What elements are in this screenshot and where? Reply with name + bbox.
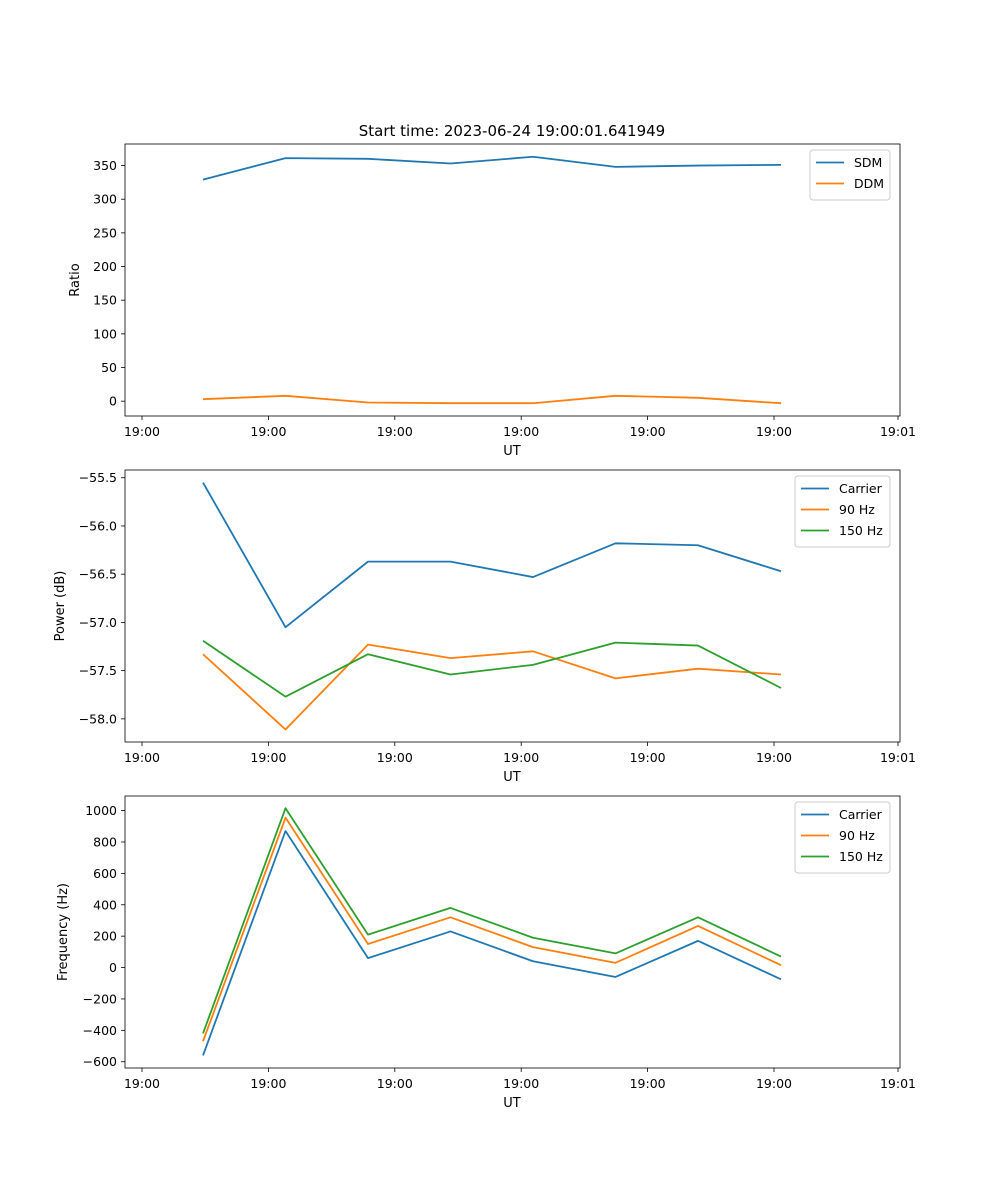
- series-line-carrier: [202, 482, 782, 629]
- y-tick-label: 300: [93, 192, 117, 207]
- y-tick-label: −57.5: [79, 663, 117, 678]
- x-tick-label: 19:00: [250, 424, 286, 439]
- y-tick-label: 0: [109, 960, 117, 975]
- x-tick-label: 19:00: [124, 1076, 160, 1091]
- figure-title: Start time: 2023-06-24 19:00:01.641949: [359, 122, 665, 140]
- y-axis-label: Power (dB): [53, 571, 68, 642]
- y-tick-label: 600: [93, 866, 117, 881]
- x-tick-label: 19:00: [503, 750, 539, 765]
- y-tick-label: −57.0: [79, 615, 117, 630]
- series-line-carrier: [202, 830, 782, 1056]
- x-tick-label: 19:00: [377, 424, 413, 439]
- x-tick-label: 19:00: [630, 1076, 666, 1091]
- legend-box: [794, 801, 891, 874]
- y-tick-label: −55.5: [79, 470, 117, 485]
- series-line-sdm: [202, 155, 782, 181]
- x-tick-label: 19:00: [756, 424, 792, 439]
- x-tick-label: 19:00: [503, 1076, 539, 1091]
- x-axis-label: UT: [503, 1096, 521, 1111]
- y-tick-label: −56.0: [79, 518, 117, 533]
- axes-frame: [124, 795, 901, 1069]
- y-tick-label: 150: [93, 293, 117, 308]
- chart-power: 19:00 19:00 19:00 19:00 19:00 19:00 19:01 −58.0…: [53, 469, 916, 785]
- legend: Carrier 90 Hz 150 Hz: [794, 475, 891, 548]
- axes-frame: [124, 143, 901, 417]
- x-tick-label: 19:01: [880, 424, 916, 439]
- legend-label: DDM: [854, 176, 884, 191]
- axes-frame: [124, 469, 901, 743]
- y-tick-label: 50: [101, 360, 117, 375]
- x-axis-label: UT: [503, 770, 521, 785]
- y-tick-label: 250: [93, 225, 117, 240]
- series-line-ddm: [202, 394, 782, 405]
- y-tick-label: 400: [93, 897, 117, 912]
- y-tick-label: 100: [93, 326, 117, 341]
- legend-label: 150 Hz: [839, 849, 883, 864]
- y-tick-label: −200: [83, 991, 117, 1006]
- x-tick-label: 19:00: [377, 1076, 413, 1091]
- y-tick-label: 1000: [85, 803, 117, 818]
- x-tick-label: 19:01: [880, 750, 916, 765]
- x-tick-label: 19:00: [250, 1076, 286, 1091]
- y-tick-label: −400: [83, 1023, 117, 1038]
- x-tick-label: 19:00: [124, 750, 160, 765]
- x-tick-label: 19:00: [250, 750, 286, 765]
- legend: Carrier 90 Hz 150 Hz: [794, 801, 891, 874]
- x-tick-label: 19:00: [630, 750, 666, 765]
- series-line-90-hz: [202, 643, 782, 731]
- x-tick-label: 19:00: [377, 750, 413, 765]
- legend-label: Carrier: [839, 481, 883, 496]
- series-line-90-hz: [202, 816, 782, 1042]
- y-axis-label: Frequency (Hz): [56, 883, 71, 981]
- x-tick-label: 19:00: [756, 1076, 792, 1091]
- legend-label: 90 Hz: [839, 502, 875, 517]
- x-tick-label: 19:01: [880, 1076, 916, 1091]
- y-tick-label: 800: [93, 834, 117, 849]
- legend-label: 90 Hz: [839, 828, 875, 843]
- legend-label: Carrier: [839, 807, 883, 822]
- y-tick-label: 200: [93, 929, 117, 944]
- legend-label: SDM: [854, 155, 882, 170]
- legend: SDM DDM: [809, 149, 891, 201]
- chart-frequency: 19:00 19:00 19:00 19:00 19:00 19:00 19:01 −600 −…: [56, 795, 916, 1111]
- x-tick-label: 19:00: [630, 424, 666, 439]
- legend-label: 150 Hz: [839, 523, 883, 538]
- x-tick-label: 19:00: [124, 424, 160, 439]
- x-axis-label: UT: [503, 444, 521, 459]
- y-tick-label: −56.5: [79, 567, 117, 582]
- x-tick-label: 19:00: [756, 750, 792, 765]
- series-line-150-hz: [202, 639, 782, 698]
- y-tick-label: −600: [83, 1054, 117, 1069]
- y-tick-label: 200: [93, 259, 117, 274]
- chart-ratio: 19:00 19:00 19:00 19:00 19:00 19:00 19:01 0 50 10…: [68, 143, 916, 459]
- series-line-150-hz: [202, 807, 782, 1034]
- x-tick-label: 19:00: [503, 424, 539, 439]
- y-tick-label: −58.0: [79, 711, 117, 726]
- y-tick-label: 350: [93, 158, 117, 173]
- y-axis-label: Ratio: [68, 263, 83, 296]
- y-tick-label: 0: [109, 394, 117, 409]
- legend-box: [794, 475, 891, 548]
